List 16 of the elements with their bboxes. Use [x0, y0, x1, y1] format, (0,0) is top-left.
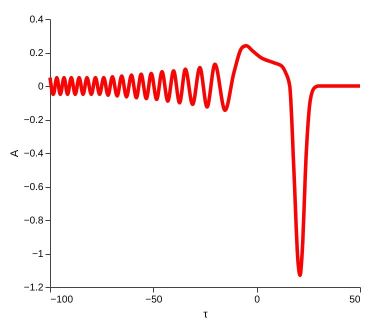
x-tick-label: −50 [145, 294, 163, 306]
y-tick-label: −1.2 [24, 282, 44, 294]
y-tick-label: 0 [38, 82, 44, 92]
x-tick-label: 0 [254, 294, 260, 306]
x-axis-title: τ [203, 308, 208, 320]
y-tick-label: −1 [32, 249, 44, 260]
y-tick-label: −0.4 [24, 148, 44, 160]
x-tick-label: −100 [50, 294, 74, 306]
y-tick-label: −0.8 [24, 216, 44, 226]
y-tick-label: 0.4 [30, 14, 44, 26]
y-tick-label: −0.2 [24, 115, 44, 126]
x-tick-label: 50 [349, 294, 361, 306]
y-tick-label: 0.2 [30, 48, 44, 59]
line-series [48, 44, 362, 278]
y-tick-label: −0.6 [24, 182, 44, 193]
y-axis-title: A [8, 149, 21, 158]
